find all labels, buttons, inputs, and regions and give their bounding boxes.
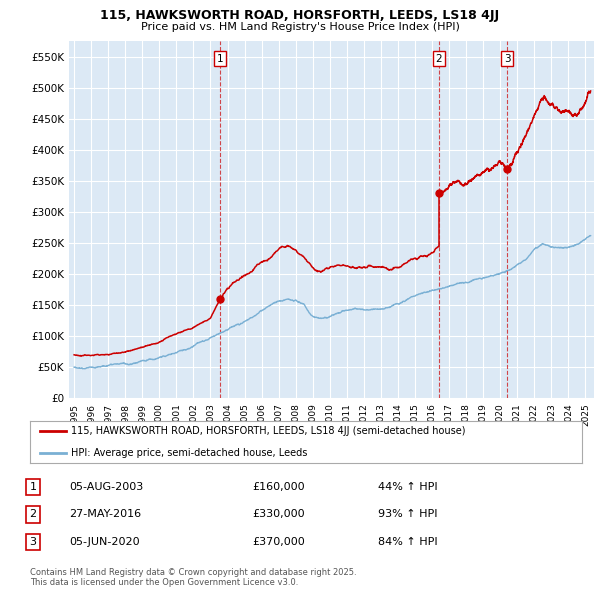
Text: 1: 1 bbox=[217, 54, 224, 64]
Text: 27-MAY-2016: 27-MAY-2016 bbox=[69, 510, 141, 519]
Text: Price paid vs. HM Land Registry's House Price Index (HPI): Price paid vs. HM Land Registry's House … bbox=[140, 22, 460, 32]
Text: HPI: Average price, semi-detached house, Leeds: HPI: Average price, semi-detached house,… bbox=[71, 448, 308, 457]
Text: 3: 3 bbox=[504, 54, 511, 64]
Text: 84% ↑ HPI: 84% ↑ HPI bbox=[378, 537, 437, 547]
Text: 2: 2 bbox=[29, 510, 37, 519]
Text: 1: 1 bbox=[29, 482, 37, 491]
Point bbox=[503, 164, 512, 173]
Text: 115, HAWKSWORTH ROAD, HORSFORTH, LEEDS, LS18 4JJ (semi-detached house): 115, HAWKSWORTH ROAD, HORSFORTH, LEEDS, … bbox=[71, 427, 466, 436]
Text: £330,000: £330,000 bbox=[252, 510, 305, 519]
Text: 05-JUN-2020: 05-JUN-2020 bbox=[69, 537, 140, 547]
Point bbox=[215, 294, 225, 304]
Text: 93% ↑ HPI: 93% ↑ HPI bbox=[378, 510, 437, 519]
Text: 2: 2 bbox=[436, 54, 442, 64]
Text: 05-AUG-2003: 05-AUG-2003 bbox=[69, 482, 143, 491]
Text: Contains HM Land Registry data © Crown copyright and database right 2025.
This d: Contains HM Land Registry data © Crown c… bbox=[30, 568, 356, 587]
Text: 3: 3 bbox=[29, 537, 37, 547]
Text: 115, HAWKSWORTH ROAD, HORSFORTH, LEEDS, LS18 4JJ: 115, HAWKSWORTH ROAD, HORSFORTH, LEEDS, … bbox=[100, 9, 500, 22]
Text: 44% ↑ HPI: 44% ↑ HPI bbox=[378, 482, 437, 491]
Point bbox=[434, 189, 443, 198]
Text: £160,000: £160,000 bbox=[252, 482, 305, 491]
Text: £370,000: £370,000 bbox=[252, 537, 305, 547]
